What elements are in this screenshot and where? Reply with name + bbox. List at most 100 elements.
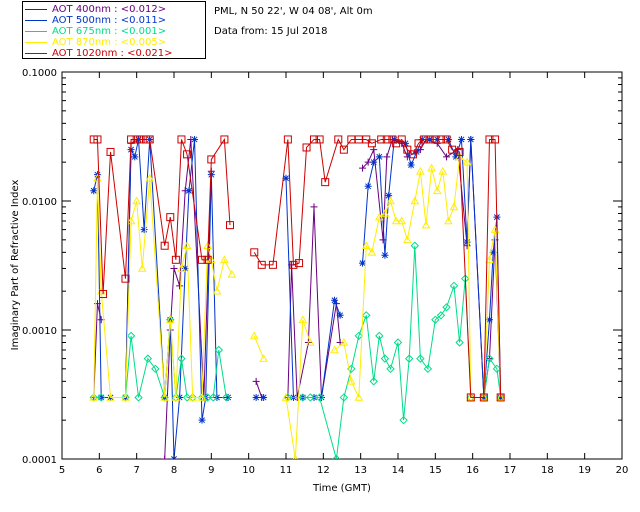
- data-point: [489, 248, 497, 256]
- data-point: [171, 392, 181, 401]
- x-tick-label: 12: [317, 465, 330, 476]
- data-point: [283, 393, 293, 402]
- data-point: [252, 377, 260, 385]
- data-point: [442, 135, 451, 144]
- data-point: [455, 147, 464, 156]
- data-point: [370, 158, 378, 166]
- data-point: [134, 393, 143, 402]
- data-point: [364, 182, 372, 190]
- data-point: [137, 263, 147, 272]
- data-point: [403, 145, 412, 154]
- data-point: [181, 264, 189, 272]
- data-date: Data from: 15 Jul 2018: [214, 26, 328, 37]
- data-point: [96, 393, 106, 402]
- data-point: [479, 393, 488, 402]
- legend-item-1020nm: AOT 1020nm : <0.021>: [25, 48, 172, 60]
- data-point: [443, 153, 451, 161]
- data-point: [496, 393, 505, 402]
- series: [89, 241, 505, 459]
- data-point: [220, 135, 229, 144]
- data-point: [220, 255, 229, 264]
- data-point: [166, 213, 175, 222]
- data-point: [380, 354, 390, 363]
- data-point: [431, 315, 440, 324]
- data-point: [359, 259, 367, 267]
- y-tick-label: 0.0010: [22, 326, 57, 337]
- legend-swatch-675nm: [25, 30, 47, 32]
- data-point: [93, 135, 102, 144]
- data-point: [207, 171, 215, 179]
- x-tick-label: 11: [280, 465, 293, 476]
- data-point: [442, 303, 451, 312]
- series-line: [362, 138, 502, 398]
- series-line: [253, 138, 502, 398]
- data-point: [145, 173, 155, 182]
- x-tick-label: 19: [578, 465, 591, 476]
- data-point: [393, 338, 403, 347]
- series-line: [93, 139, 229, 459]
- data-point: [402, 235, 412, 244]
- legend-label-870nm: AOT 870nm : <0.005>: [52, 37, 167, 48]
- data-point: [330, 345, 339, 354]
- series-layer: [89, 135, 506, 459]
- x-tick-label: 16: [466, 465, 479, 476]
- axis-layer: Imaginary Part of Refractive Index Time …: [10, 68, 628, 494]
- data-point: [121, 274, 130, 283]
- data-point: [383, 153, 391, 161]
- data-point: [310, 203, 318, 211]
- data-point: [336, 311, 344, 319]
- data-point: [176, 282, 184, 290]
- x-tick-label: 14: [392, 465, 405, 476]
- data-point: [207, 155, 216, 164]
- data-point: [420, 135, 429, 144]
- data-point: [302, 143, 311, 152]
- data-point: [106, 147, 115, 156]
- data-point: [339, 393, 349, 402]
- data-point: [295, 259, 304, 268]
- series-line: [287, 206, 341, 398]
- data-point: [198, 416, 206, 424]
- x-tick-label: 17: [504, 465, 517, 476]
- data-point: [191, 135, 199, 143]
- series: [89, 152, 506, 459]
- site-info: PML, N 50 22', W 04 08', Alt 0m: [214, 6, 373, 17]
- y-tick-label: 0.0001: [22, 455, 57, 466]
- data-point: [212, 286, 222, 295]
- data-point: [485, 135, 494, 144]
- legend-item-500nm: AOT 500nm : <0.011>: [25, 15, 166, 27]
- data-point: [310, 135, 318, 144]
- data-point: [136, 135, 145, 144]
- data-point: [250, 248, 259, 257]
- data-point: [346, 376, 356, 385]
- data-point: [177, 354, 186, 363]
- data-point: [404, 354, 414, 363]
- x-tick-label: 7: [133, 465, 139, 476]
- data-point: [382, 135, 391, 144]
- data-point: [214, 345, 224, 355]
- legend: AOT 400nm : <0.012> AOT 500nm : <0.011> …: [22, 1, 206, 59]
- data-point: [306, 393, 315, 402]
- series: [90, 135, 505, 459]
- data-point: [367, 247, 377, 256]
- data-point: [370, 146, 378, 154]
- data-point: [182, 393, 192, 402]
- data-point: [423, 364, 433, 374]
- data-point: [339, 145, 348, 154]
- data-point: [160, 392, 170, 401]
- data-point: [399, 415, 408, 425]
- data-point: [386, 364, 395, 374]
- data-point: [165, 315, 175, 324]
- data-point: [89, 392, 99, 401]
- series-line: [253, 335, 265, 359]
- legend-item-400nm: AOT 400nm : <0.012>: [25, 4, 166, 16]
- series-line: [93, 137, 231, 295]
- legend-label-400nm: AOT 400nm : <0.012>: [52, 4, 167, 15]
- data-point: [140, 226, 148, 234]
- legend-item-675nm: AOT 675nm : <0.001>: [25, 26, 166, 38]
- x-tick-label: 10: [242, 465, 255, 476]
- x-tick-label: 9: [208, 465, 214, 476]
- data-point: [188, 392, 198, 401]
- data-point: [315, 393, 324, 402]
- data-point: [432, 186, 442, 195]
- data-point: [449, 202, 459, 211]
